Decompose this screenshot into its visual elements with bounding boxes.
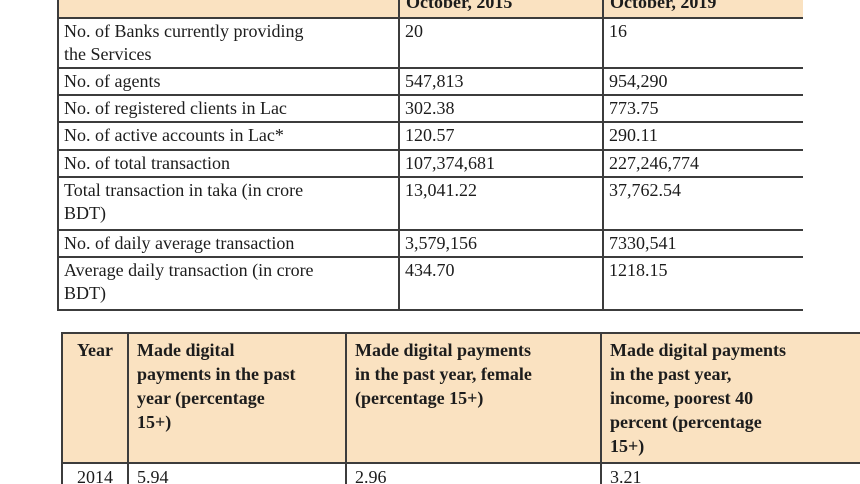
table-row: No. of registered clients in Lac 302.38 … bbox=[57, 94, 803, 123]
value-2019-cell: 16 bbox=[602, 17, 803, 69]
value-2019-cell: 227,246,774 bbox=[602, 149, 803, 178]
value-2015-cell: 434.70 bbox=[398, 256, 604, 311]
value-2019-cell: 1218.15 bbox=[602, 256, 803, 311]
payments-female-cell: 2.96 bbox=[345, 462, 602, 484]
table2-header-payments-poorest40: Made digital payments in the past year, … bbox=[600, 332, 860, 464]
payments-total-cell: 5.94 bbox=[127, 462, 347, 484]
row-label-cell: No. of registered clients in Lac bbox=[57, 94, 400, 123]
value-2015-cell: 547,813 bbox=[398, 67, 604, 96]
year-cell: 2014 bbox=[61, 462, 129, 484]
digital-payments-table: Year Made digital payments in the past y… bbox=[61, 332, 860, 484]
table-row: No. of daily average transaction 3,579,1… bbox=[57, 229, 803, 258]
row-label-cell: No. of total transaction bbox=[57, 149, 400, 178]
payments-poorest40-cell: 3.21 bbox=[600, 462, 860, 484]
value-2019-cell: 773.75 bbox=[602, 94, 803, 123]
table-row: No. of active accounts in Lac* 120.57 29… bbox=[57, 121, 803, 151]
value-2019-cell: 7330,541 bbox=[602, 229, 803, 258]
table-row: Average daily transaction (in crore BDT)… bbox=[57, 256, 803, 311]
value-2015-cell: 120.57 bbox=[398, 121, 604, 151]
value-2019-cell: 954,290 bbox=[602, 67, 803, 96]
table1-empty-header-cell bbox=[57, 0, 400, 19]
table1-header-row: October, 2015 October, 2019 bbox=[57, 0, 803, 19]
table-row: 2014 5.94 2.96 3.21 bbox=[61, 462, 860, 484]
value-2015-cell: 3,579,156 bbox=[398, 229, 604, 258]
value-2019-cell: 290.11 bbox=[602, 121, 803, 151]
row-label-cell: No. of active accounts in Lac* bbox=[57, 121, 400, 151]
table-row: Total transaction in taka (in crore BDT)… bbox=[57, 176, 803, 231]
table2-header-year: Year bbox=[61, 332, 129, 464]
value-2015-cell: 20 bbox=[398, 17, 604, 69]
table-row: No. of total transaction 107,374,681 227… bbox=[57, 149, 803, 178]
table2-header-payments-total: Made digital payments in the past year (… bbox=[127, 332, 347, 464]
row-label-cell: Total transaction in taka (in crore BDT) bbox=[57, 176, 400, 231]
row-label-cell: No. of Banks currently providing the Ser… bbox=[57, 17, 400, 69]
table2-header-payments-female: Made digital payments in the past year, … bbox=[345, 332, 602, 464]
row-label-cell: Average daily transaction (in crore BDT) bbox=[57, 256, 400, 311]
table-row: No. of Banks currently providing the Ser… bbox=[57, 17, 803, 69]
row-label-cell: No. of daily average transaction bbox=[57, 229, 400, 258]
table1-header-oct-2019: October, 2019 bbox=[602, 0, 803, 19]
value-2015-cell: 302.38 bbox=[398, 94, 604, 123]
value-2015-cell: 107,374,681 bbox=[398, 149, 604, 178]
value-2019-cell: 37,762.54 bbox=[602, 176, 803, 231]
table2-header-row: Year Made digital payments in the past y… bbox=[61, 332, 860, 464]
row-label-cell: No. of agents bbox=[57, 67, 400, 96]
table-row: No. of agents 547,813 954,290 bbox=[57, 67, 803, 96]
table1-header-oct-2015: October, 2015 bbox=[398, 0, 604, 19]
value-2015-cell: 13,041.22 bbox=[398, 176, 604, 231]
mfs-comparison-table: October, 2015 October, 2019 No. of Banks… bbox=[57, 0, 803, 311]
